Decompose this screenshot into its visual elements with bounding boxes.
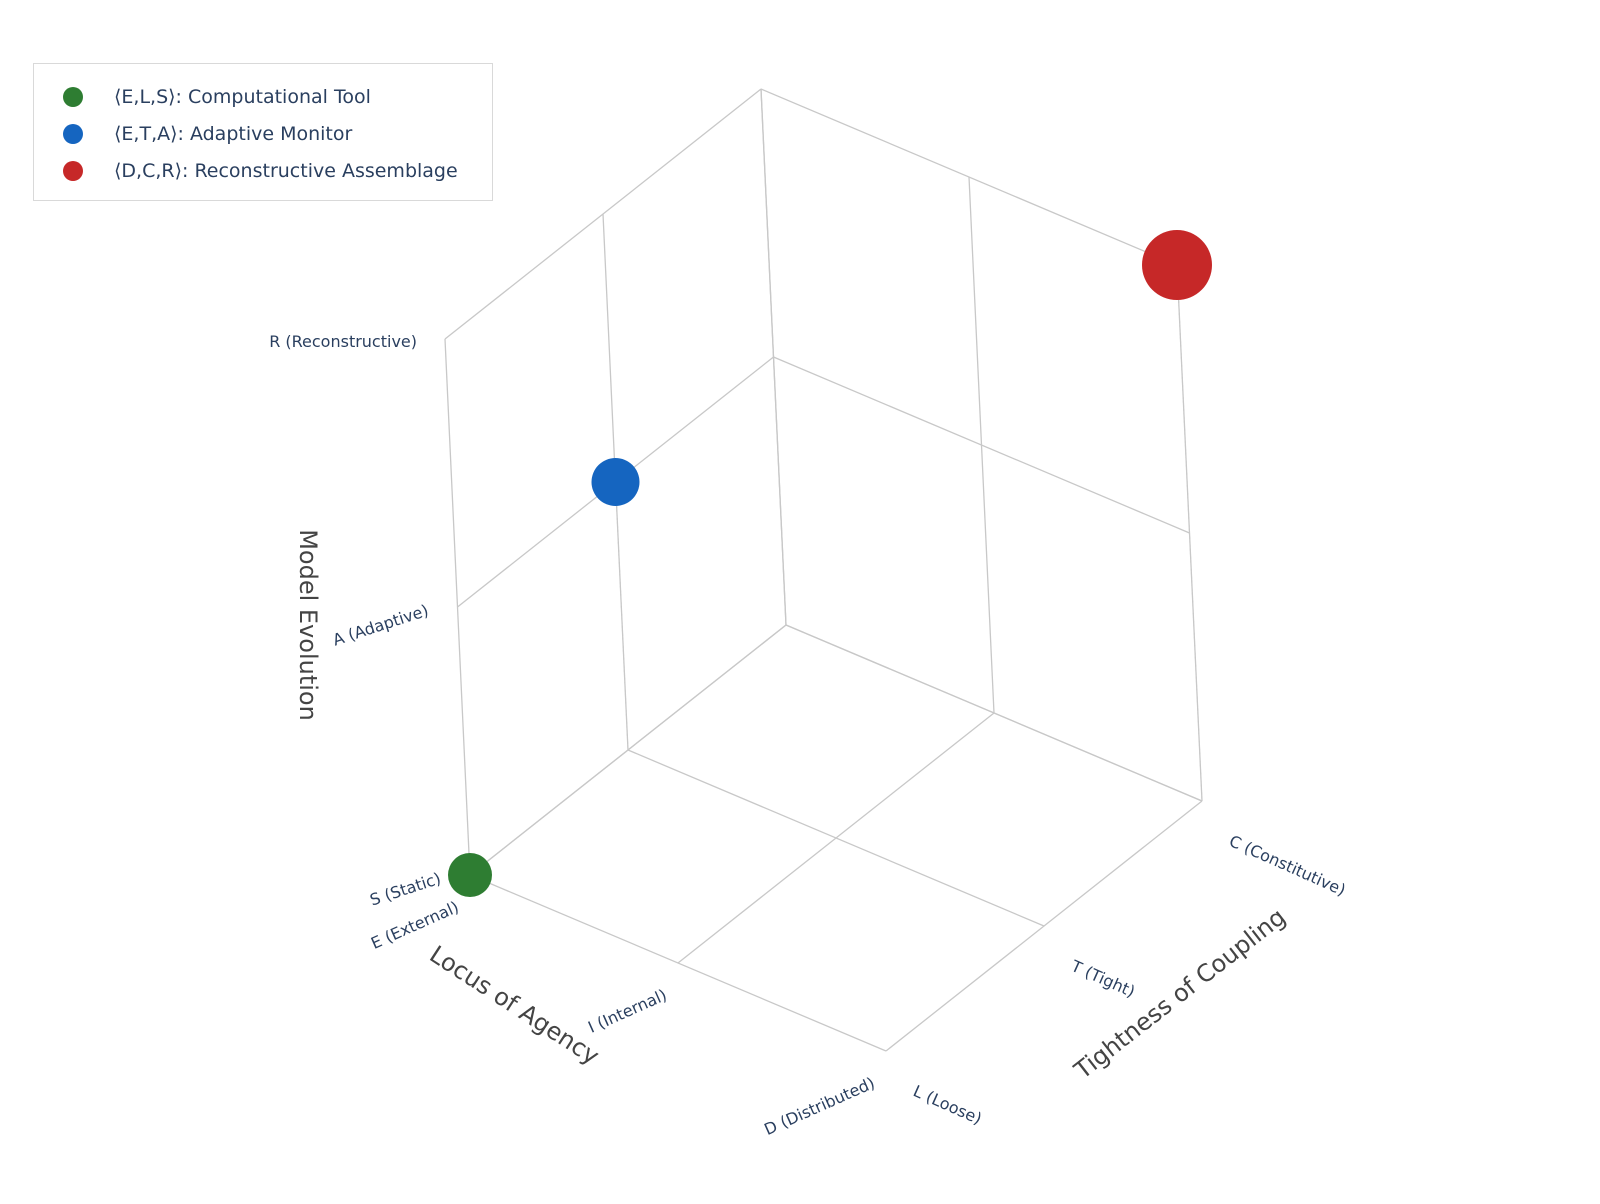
y-tick-label: C (Constitutive) (1226, 831, 1348, 899)
point-drop-line (1176, 264, 1203, 802)
gridline-floor (677, 712, 995, 964)
legend-item-adaptive-monitor[interactable]: ⟨E,T,A⟩: Adaptive Monitor (34, 115, 352, 153)
data-points[interactable] (448, 230, 1212, 897)
data-point-0[interactable] (448, 853, 492, 897)
gridline-wall-x (444, 88, 762, 340)
z-tick-label: A (Adaptive) (330, 601, 430, 650)
legend-label: ⟨D,C,R⟩: Reconstructive Assemblage (114, 160, 458, 182)
data-point-1[interactable] (591, 458, 640, 506)
legend-marker-blue-icon (63, 124, 83, 144)
y-tick-label: T (Tight) (1067, 956, 1137, 1001)
y-axis-title: Tightness of Coupling (1068, 903, 1291, 1085)
point-drop-line (615, 481, 629, 751)
axis-titles: Locus of Agency Tightness of Coupling Mo… (294, 529, 1291, 1085)
z-tick-label: S (Static) (367, 869, 443, 910)
y-tick-label: L (Loose) (910, 1081, 984, 1128)
gridline-wall-x (760, 88, 787, 626)
legend-label: ⟨E,L,S⟩: Computational Tool (114, 86, 371, 108)
legend-item-reconstructive-assemblage[interactable]: ⟨D,C,R⟩: Reconstructive Assemblage (34, 152, 458, 190)
legend: ⟨E,L,S⟩: Computational Tool ⟨E,T,A⟩: Ada… (33, 63, 493, 201)
x-tick-label: I (Internal) (585, 985, 669, 1037)
gridline-wall-y (760, 88, 1178, 266)
gridline-floor (785, 624, 1203, 802)
data-point-2[interactable] (1142, 230, 1212, 300)
z-tick-label: R (Reconstructive) (269, 332, 417, 351)
x-axis-title: Locus of Agency (425, 940, 605, 1070)
legend-item-computational-tool[interactable]: ⟨E,L,S⟩: Computational Tool (34, 78, 371, 116)
drop-lines (615, 264, 1203, 802)
legend-marker-red-icon (63, 161, 83, 181)
gridline-wall-y (773, 356, 1190, 534)
x-tick-label: D (Distributed) (761, 1073, 877, 1139)
gridline-floor (885, 800, 1203, 1052)
z-axis-title: Model Evolution (294, 529, 322, 721)
grid-lines (444, 88, 1203, 1052)
legend-label: ⟨E,T,A⟩: Adaptive Monitor (114, 123, 353, 145)
legend-marker-green-icon (63, 87, 83, 107)
